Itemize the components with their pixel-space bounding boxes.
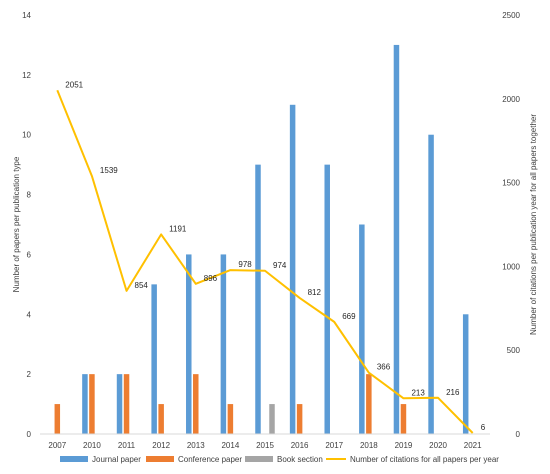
bar-journal-paper [324, 164, 330, 434]
citation-data-label: 1191 [169, 224, 187, 233]
y-tick-label: 8 [27, 191, 32, 200]
x-tick-label: 2011 [118, 441, 136, 450]
legend-swatch [245, 456, 273, 462]
x-tick-label: 2021 [464, 441, 482, 450]
legend-label: Journal paper [92, 455, 141, 464]
bar-conference-paper [366, 374, 372, 434]
y2-tick-label: 0 [516, 430, 521, 439]
bar-conference-paper [227, 404, 234, 434]
legend-label: Book section [277, 455, 323, 464]
citation-data-label: 669 [342, 312, 356, 321]
bar-conference-paper [54, 404, 61, 434]
bar-journal-paper [151, 284, 157, 434]
bar-journal-paper [220, 254, 227, 434]
citation-data-label: 6 [481, 423, 486, 432]
bar-conference-paper [89, 374, 95, 434]
citation-data-label: 2051 [65, 80, 83, 89]
legend: Journal paper Conference paper Book sectio… [60, 455, 499, 464]
y-tick-label: 14 [22, 11, 31, 20]
bar-conference-paper [158, 404, 164, 434]
y2-tick-label: 1000 [502, 262, 520, 271]
left-axis-ticks: 0 2 4 6 8 10 12 14 [22, 11, 31, 439]
legend-swatch [146, 456, 174, 462]
legend-label: Conference paper [178, 455, 242, 464]
y2-axis-title: Number of citations per publication year… [529, 114, 538, 335]
x-tick-label: 2019 [395, 441, 413, 450]
x-tick-label: 2018 [360, 441, 378, 450]
citation-data-label: 216 [446, 388, 460, 397]
bar-journal-paper [255, 164, 261, 434]
bar-book-section [269, 404, 275, 434]
citations-series-line [56, 89, 474, 434]
x-tick-label: 2013 [187, 441, 205, 450]
bar-journal-paper [186, 254, 192, 434]
bar-journal-paper [116, 374, 123, 434]
x-tick-label: 2014 [221, 441, 239, 450]
legend-label: Number of citations for all papers per y… [350, 455, 499, 464]
bar-conference-paper [193, 374, 199, 434]
y-tick-label: 4 [27, 310, 32, 319]
citation-data-label: 974 [273, 261, 287, 270]
citation-data-label: 366 [377, 363, 391, 372]
y2-tick-label: 500 [507, 346, 521, 355]
x-tick-label: 2007 [48, 441, 66, 450]
y-tick-label: 12 [22, 71, 31, 80]
y-tick-label: 0 [27, 430, 32, 439]
bar-conference-paper [123, 374, 130, 434]
bars [54, 44, 469, 435]
y2-tick-label: 2500 [502, 11, 520, 20]
bar-journal-paper [82, 374, 88, 434]
y-tick-label: 10 [22, 131, 31, 140]
y2-tick-label: 2000 [502, 95, 520, 104]
y-tick-label: 6 [27, 250, 32, 259]
right-axis-ticks: 0 500 1000 1500 2000 2500 [502, 11, 520, 439]
citation-data-label: 896 [204, 274, 218, 283]
x-tick-label: 2015 [256, 441, 274, 450]
citation-labels: 2051 1539 854 1191 896 978 974 812 669 366 213 216 6 [65, 80, 485, 432]
bar-journal-paper [393, 44, 400, 435]
legend-swatch [60, 456, 88, 462]
bar-journal-paper [289, 104, 296, 435]
bar-conference-paper [400, 404, 407, 434]
x-axis-ticks: 2007 2010 2011 2012 2013 2014 2015 2016 2017 2018… [48, 441, 482, 450]
bar-journal-paper [359, 224, 365, 434]
bar-conference-paper [296, 404, 303, 434]
bar-journal-paper [428, 134, 434, 434]
citation-data-label: 213 [411, 388, 425, 397]
citations-line [56, 89, 474, 434]
citation-data-label: 978 [238, 260, 252, 269]
y-axis-title: Number of papers per publication type [12, 156, 21, 292]
x-tick-label: 2017 [325, 441, 343, 450]
x-tick-label: 2010 [83, 441, 101, 450]
y-tick-label: 2 [27, 370, 32, 379]
x-tick-label: 2016 [291, 441, 309, 450]
x-tick-label: 2020 [429, 441, 447, 450]
bar-journal-paper [462, 314, 469, 434]
citation-data-label: 854 [135, 281, 149, 290]
y2-tick-label: 1500 [502, 179, 520, 188]
citation-data-label: 1539 [100, 166, 118, 175]
x-tick-label: 2012 [152, 441, 170, 450]
citation-data-label: 812 [308, 288, 322, 297]
